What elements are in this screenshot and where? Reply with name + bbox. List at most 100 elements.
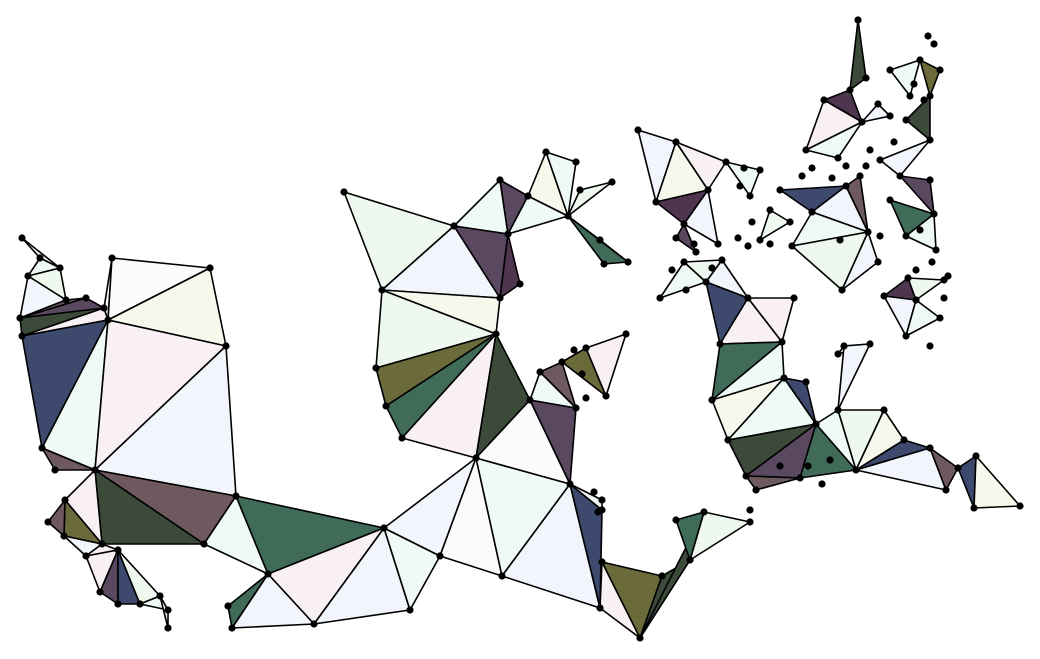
mesh-vertex bbox=[96, 588, 104, 596]
mesh-triangle bbox=[47, 499, 66, 537]
mesh-vertex bbox=[62, 296, 70, 304]
mesh-triangle bbox=[747, 297, 795, 343]
mesh-vertex bbox=[680, 258, 688, 266]
mesh-vertex bbox=[596, 236, 604, 244]
mesh-vertex bbox=[596, 604, 604, 612]
mesh-vertex bbox=[808, 208, 816, 216]
mesh-triangle bbox=[159, 595, 169, 629]
mesh-vertex bbox=[708, 264, 716, 272]
mesh-vertex bbox=[766, 206, 774, 214]
mesh-vertex bbox=[826, 456, 834, 464]
mesh-vertex bbox=[372, 364, 380, 372]
mesh-vertex bbox=[804, 462, 812, 470]
mesh-vertex bbox=[44, 518, 52, 526]
mesh-vertex bbox=[708, 396, 716, 404]
mesh-vertex bbox=[926, 444, 934, 452]
mesh-vertex bbox=[858, 118, 866, 126]
mesh-vertex bbox=[834, 406, 842, 414]
mesh-vertex bbox=[752, 486, 760, 494]
mesh-vertex bbox=[916, 56, 924, 64]
mesh-vertex bbox=[920, 96, 928, 104]
mesh-vertex bbox=[748, 218, 756, 226]
mesh-vertex bbox=[600, 260, 608, 268]
mesh-vertex bbox=[608, 178, 616, 186]
mesh-triangle bbox=[861, 103, 891, 123]
mesh-vertex bbox=[222, 342, 230, 350]
mesh-vertex bbox=[598, 558, 606, 566]
mesh-vertex bbox=[926, 176, 934, 184]
mesh-vertex bbox=[862, 74, 870, 82]
mesh-vertex bbox=[582, 344, 590, 352]
mesh-vertex bbox=[472, 454, 480, 462]
mesh-vertex bbox=[536, 368, 544, 376]
mesh-triangle bbox=[919, 59, 941, 97]
mesh-vertex bbox=[558, 358, 566, 366]
mesh-vertex bbox=[916, 226, 924, 234]
mesh-vertex bbox=[436, 552, 444, 560]
mesh-vertex bbox=[156, 592, 164, 600]
mesh-vertex bbox=[970, 504, 978, 512]
mesh-vertex bbox=[924, 32, 932, 40]
mesh-vertex bbox=[718, 256, 726, 264]
mesh-vertex bbox=[906, 92, 914, 100]
mesh-vertex bbox=[786, 218, 794, 226]
mesh-vertex bbox=[744, 242, 752, 250]
mesh-vertex bbox=[598, 496, 606, 504]
mesh-triangle bbox=[745, 475, 801, 491]
mesh-triangle bbox=[453, 179, 509, 235]
mesh-vertex bbox=[942, 486, 950, 494]
mesh-vertex bbox=[802, 146, 810, 154]
mesh-vertex bbox=[104, 316, 112, 324]
mesh-triangle bbox=[841, 231, 879, 291]
mesh-vertex bbox=[382, 402, 390, 410]
mesh-vertex bbox=[200, 540, 208, 548]
mesh-vertex bbox=[876, 156, 884, 164]
mesh-vertex bbox=[902, 116, 910, 124]
mesh-vertex bbox=[874, 100, 882, 108]
mesh-vertex bbox=[572, 404, 580, 412]
mesh-vertex bbox=[744, 294, 752, 302]
mesh-vertex bbox=[702, 278, 710, 286]
mesh-triangle bbox=[905, 299, 941, 337]
mesh-vertex bbox=[114, 546, 122, 554]
mesh-vertex bbox=[450, 222, 458, 230]
mesh-triangle bbox=[973, 455, 1021, 509]
mesh-vertex bbox=[686, 556, 694, 564]
mesh-vertex bbox=[98, 540, 106, 548]
mesh-triangle bbox=[539, 361, 577, 409]
mesh-vertex bbox=[656, 294, 664, 302]
mesh-triangle bbox=[675, 511, 705, 561]
mesh-vertex bbox=[866, 146, 874, 154]
mesh-vertex bbox=[700, 508, 708, 516]
mesh-vertex bbox=[498, 572, 506, 580]
mesh-vertex bbox=[206, 264, 214, 272]
mesh-vertex bbox=[658, 572, 666, 580]
mesh-triangle bbox=[585, 333, 627, 397]
mesh-vertex bbox=[912, 296, 920, 304]
mesh-vertex bbox=[24, 272, 32, 280]
mesh-vertex bbox=[742, 472, 750, 480]
mesh-vertex bbox=[114, 600, 122, 608]
mesh-vertex bbox=[766, 240, 774, 248]
mesh-vertex bbox=[406, 606, 414, 614]
mesh-vertex bbox=[108, 254, 116, 262]
mesh-vertex bbox=[854, 16, 862, 24]
mesh-vertex bbox=[716, 340, 724, 348]
mesh-vertex bbox=[926, 92, 934, 100]
mesh-vertex bbox=[788, 242, 796, 250]
mesh-vertex bbox=[902, 332, 910, 340]
mesh-vertex bbox=[714, 240, 722, 248]
mesh-triangle bbox=[899, 175, 935, 215]
mesh-vertex bbox=[930, 210, 938, 218]
mesh-vertex bbox=[746, 506, 754, 514]
mesh-triangle bbox=[879, 139, 931, 177]
mesh-vertex bbox=[570, 346, 578, 354]
mesh-vertex bbox=[780, 374, 788, 382]
mesh-vertex bbox=[944, 272, 952, 280]
mesh-vertex bbox=[932, 246, 940, 254]
mesh-vertex bbox=[842, 162, 850, 170]
mesh-vertex bbox=[746, 192, 754, 200]
mesh-triangle bbox=[759, 209, 791, 241]
mesh-vertex bbox=[692, 248, 700, 256]
mesh-vertex bbox=[842, 182, 850, 190]
